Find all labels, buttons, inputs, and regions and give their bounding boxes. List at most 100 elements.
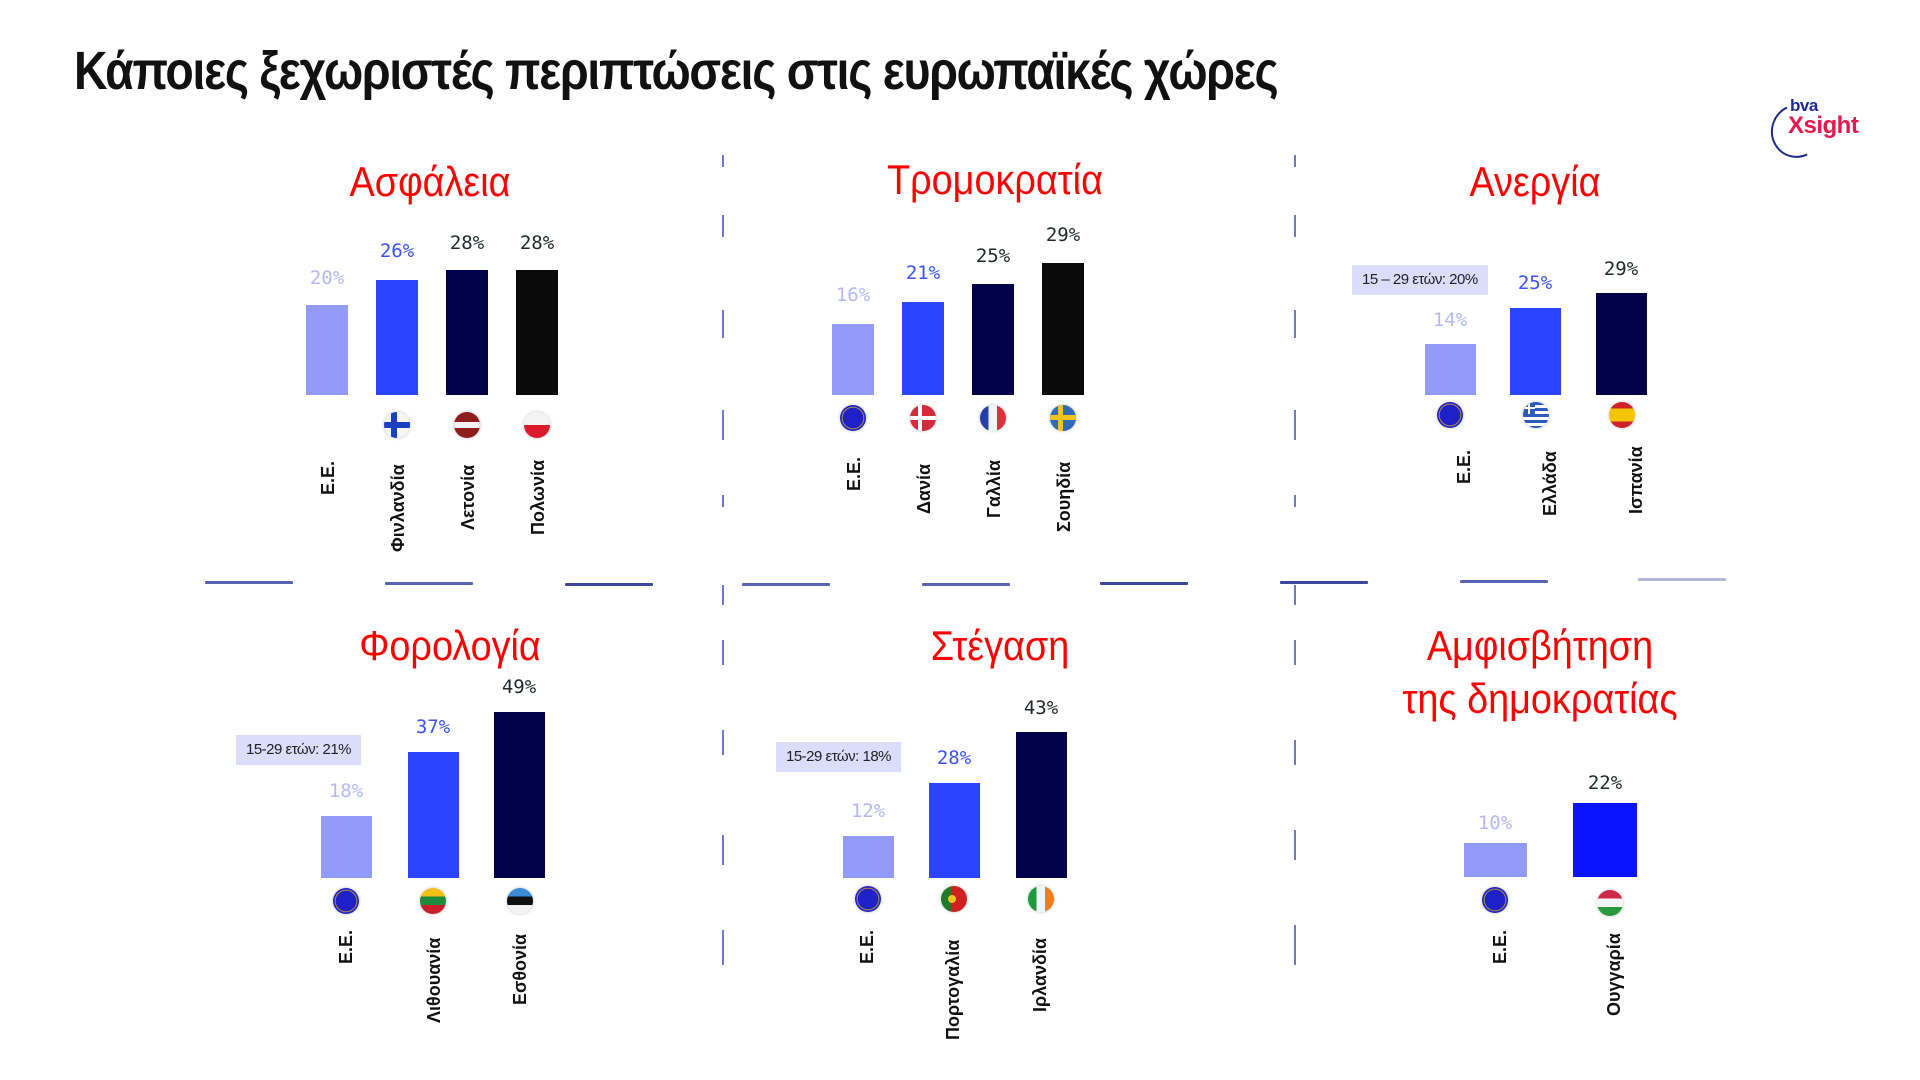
bar-estonia [494, 712, 545, 878]
divider-horizontal [922, 583, 1010, 586]
value-label: 26% [379, 240, 415, 262]
value-label: 25% [1517, 272, 1553, 294]
value-label: 29% [1045, 224, 1081, 246]
value-label: 37% [415, 716, 451, 738]
divider-horizontal [1460, 580, 1548, 583]
value-label: 28% [936, 747, 972, 769]
country-label: Ισπανία [1626, 446, 1646, 514]
panel-title-democracy-line2: της δημοκρατίας [1402, 675, 1678, 722]
bar-france [972, 284, 1014, 395]
panel-title-democracy-line1: Αμφισβήτηση [1426, 622, 1654, 669]
bar-eu [832, 324, 874, 395]
sweden-flag-icon [1050, 405, 1076, 431]
panel-title-security: Ασφάλεια [349, 158, 511, 205]
bar-latvia [446, 270, 488, 395]
country-label: Ελλάδα [1540, 451, 1560, 516]
bar-eu [1464, 843, 1527, 877]
bar-greece [1510, 308, 1561, 395]
divider-horizontal [385, 582, 473, 585]
divider-vertical [1294, 410, 1296, 440]
greece-flag-icon [1523, 402, 1549, 428]
bar-portugal [929, 783, 980, 878]
bar-ireland [1016, 732, 1067, 878]
poland-flag-icon [524, 412, 550, 438]
value-label: 14% [1432, 309, 1468, 331]
bar-hungary [1573, 803, 1637, 877]
country-label: Πολωνία [528, 459, 548, 535]
value-label: 25% [975, 245, 1011, 267]
divider-vertical [1294, 585, 1296, 605]
country-label: Ε.Ε. [857, 929, 877, 964]
value-label: 49% [501, 676, 537, 698]
value-label: 18% [328, 780, 364, 802]
bar-finland [376, 280, 418, 395]
value-label: 12% [850, 800, 886, 822]
page-title: Κάποιες ξεχωριστές περιπτώσεις στις ευρω… [74, 41, 1279, 101]
ireland-flag-icon [1028, 886, 1054, 912]
age-note-badge: 15-29 ετών: 21% [236, 735, 361, 765]
divider-vertical [1294, 495, 1296, 507]
eu-flag-icon [333, 888, 359, 914]
latvia-flag-icon [454, 412, 480, 438]
value-label: 10% [1477, 812, 1513, 834]
panel-title-taxation: Φορολογία [359, 622, 541, 669]
country-label: Σουηδία [1054, 461, 1074, 532]
country-label: Ε.Ε. [844, 456, 864, 491]
divider-horizontal [742, 583, 830, 586]
spain-flag-icon [1609, 402, 1635, 428]
country-label: Πορτογαλία [943, 939, 963, 1040]
age-note-badge: 15 – 29 ετών: 20% [1352, 265, 1488, 295]
value-label: 22% [1587, 772, 1623, 794]
logo-bva-text: bva [1790, 96, 1818, 115]
divider-vertical [1294, 310, 1296, 338]
logo-xsight-text: Xsight [1788, 112, 1859, 139]
country-label: Ε.Ε. [1454, 449, 1474, 484]
country-label: Λιθουανία [424, 937, 444, 1023]
divider-horizontal [1100, 582, 1188, 585]
bar-lithuania [408, 752, 459, 878]
panel-title-unemployment: Ανεργία [1469, 158, 1601, 205]
country-label: Ε.Ε. [336, 929, 356, 964]
bar-eu [306, 305, 348, 395]
divider-vertical [722, 155, 724, 167]
bar-poland [516, 270, 558, 395]
denmark-flag-icon [910, 405, 936, 431]
divider-vertical [1294, 155, 1296, 167]
divider-vertical [722, 930, 724, 965]
eu-flag-icon [1437, 402, 1463, 428]
panel-title-housing: Στέγαση [930, 622, 1070, 669]
value-label: 21% [905, 262, 941, 284]
value-label: 29% [1603, 258, 1639, 280]
divider-vertical [1294, 925, 1296, 965]
divider-horizontal [1638, 578, 1726, 581]
bar-eu [1425, 344, 1476, 395]
value-label: 16% [835, 284, 871, 306]
divider-vertical [1294, 740, 1296, 765]
value-label: 28% [449, 232, 485, 254]
bva-xsight-logo: bva Xsight [1763, 96, 1878, 166]
country-label: Ε.Ε. [1490, 929, 1510, 964]
value-label: 43% [1023, 697, 1059, 719]
country-label: Δανία [914, 463, 934, 514]
divider-vertical [722, 835, 724, 865]
portugal-flag-icon [941, 886, 967, 912]
hungary-flag-icon [1597, 890, 1623, 916]
country-label: Ιρλανδία [1030, 938, 1050, 1012]
value-label: 28% [519, 232, 555, 254]
divider-vertical [722, 310, 724, 338]
divider-vertical [722, 640, 724, 665]
estonia-flag-icon [507, 888, 533, 914]
value-label: 20% [309, 267, 345, 289]
country-label: Λετονία [458, 464, 478, 530]
divider-vertical [722, 730, 724, 755]
divider-vertical [1294, 215, 1296, 237]
divider-vertical [722, 215, 724, 237]
bar-eu [321, 816, 372, 878]
france-flag-icon [980, 405, 1006, 431]
eu-flag-icon [840, 405, 866, 431]
divider-vertical [1294, 830, 1296, 860]
divider-vertical [722, 585, 724, 605]
eu-flag-icon [855, 886, 881, 912]
age-note-badge: 15-29 ετών: 18% [776, 742, 901, 772]
divider-horizontal [565, 583, 653, 586]
